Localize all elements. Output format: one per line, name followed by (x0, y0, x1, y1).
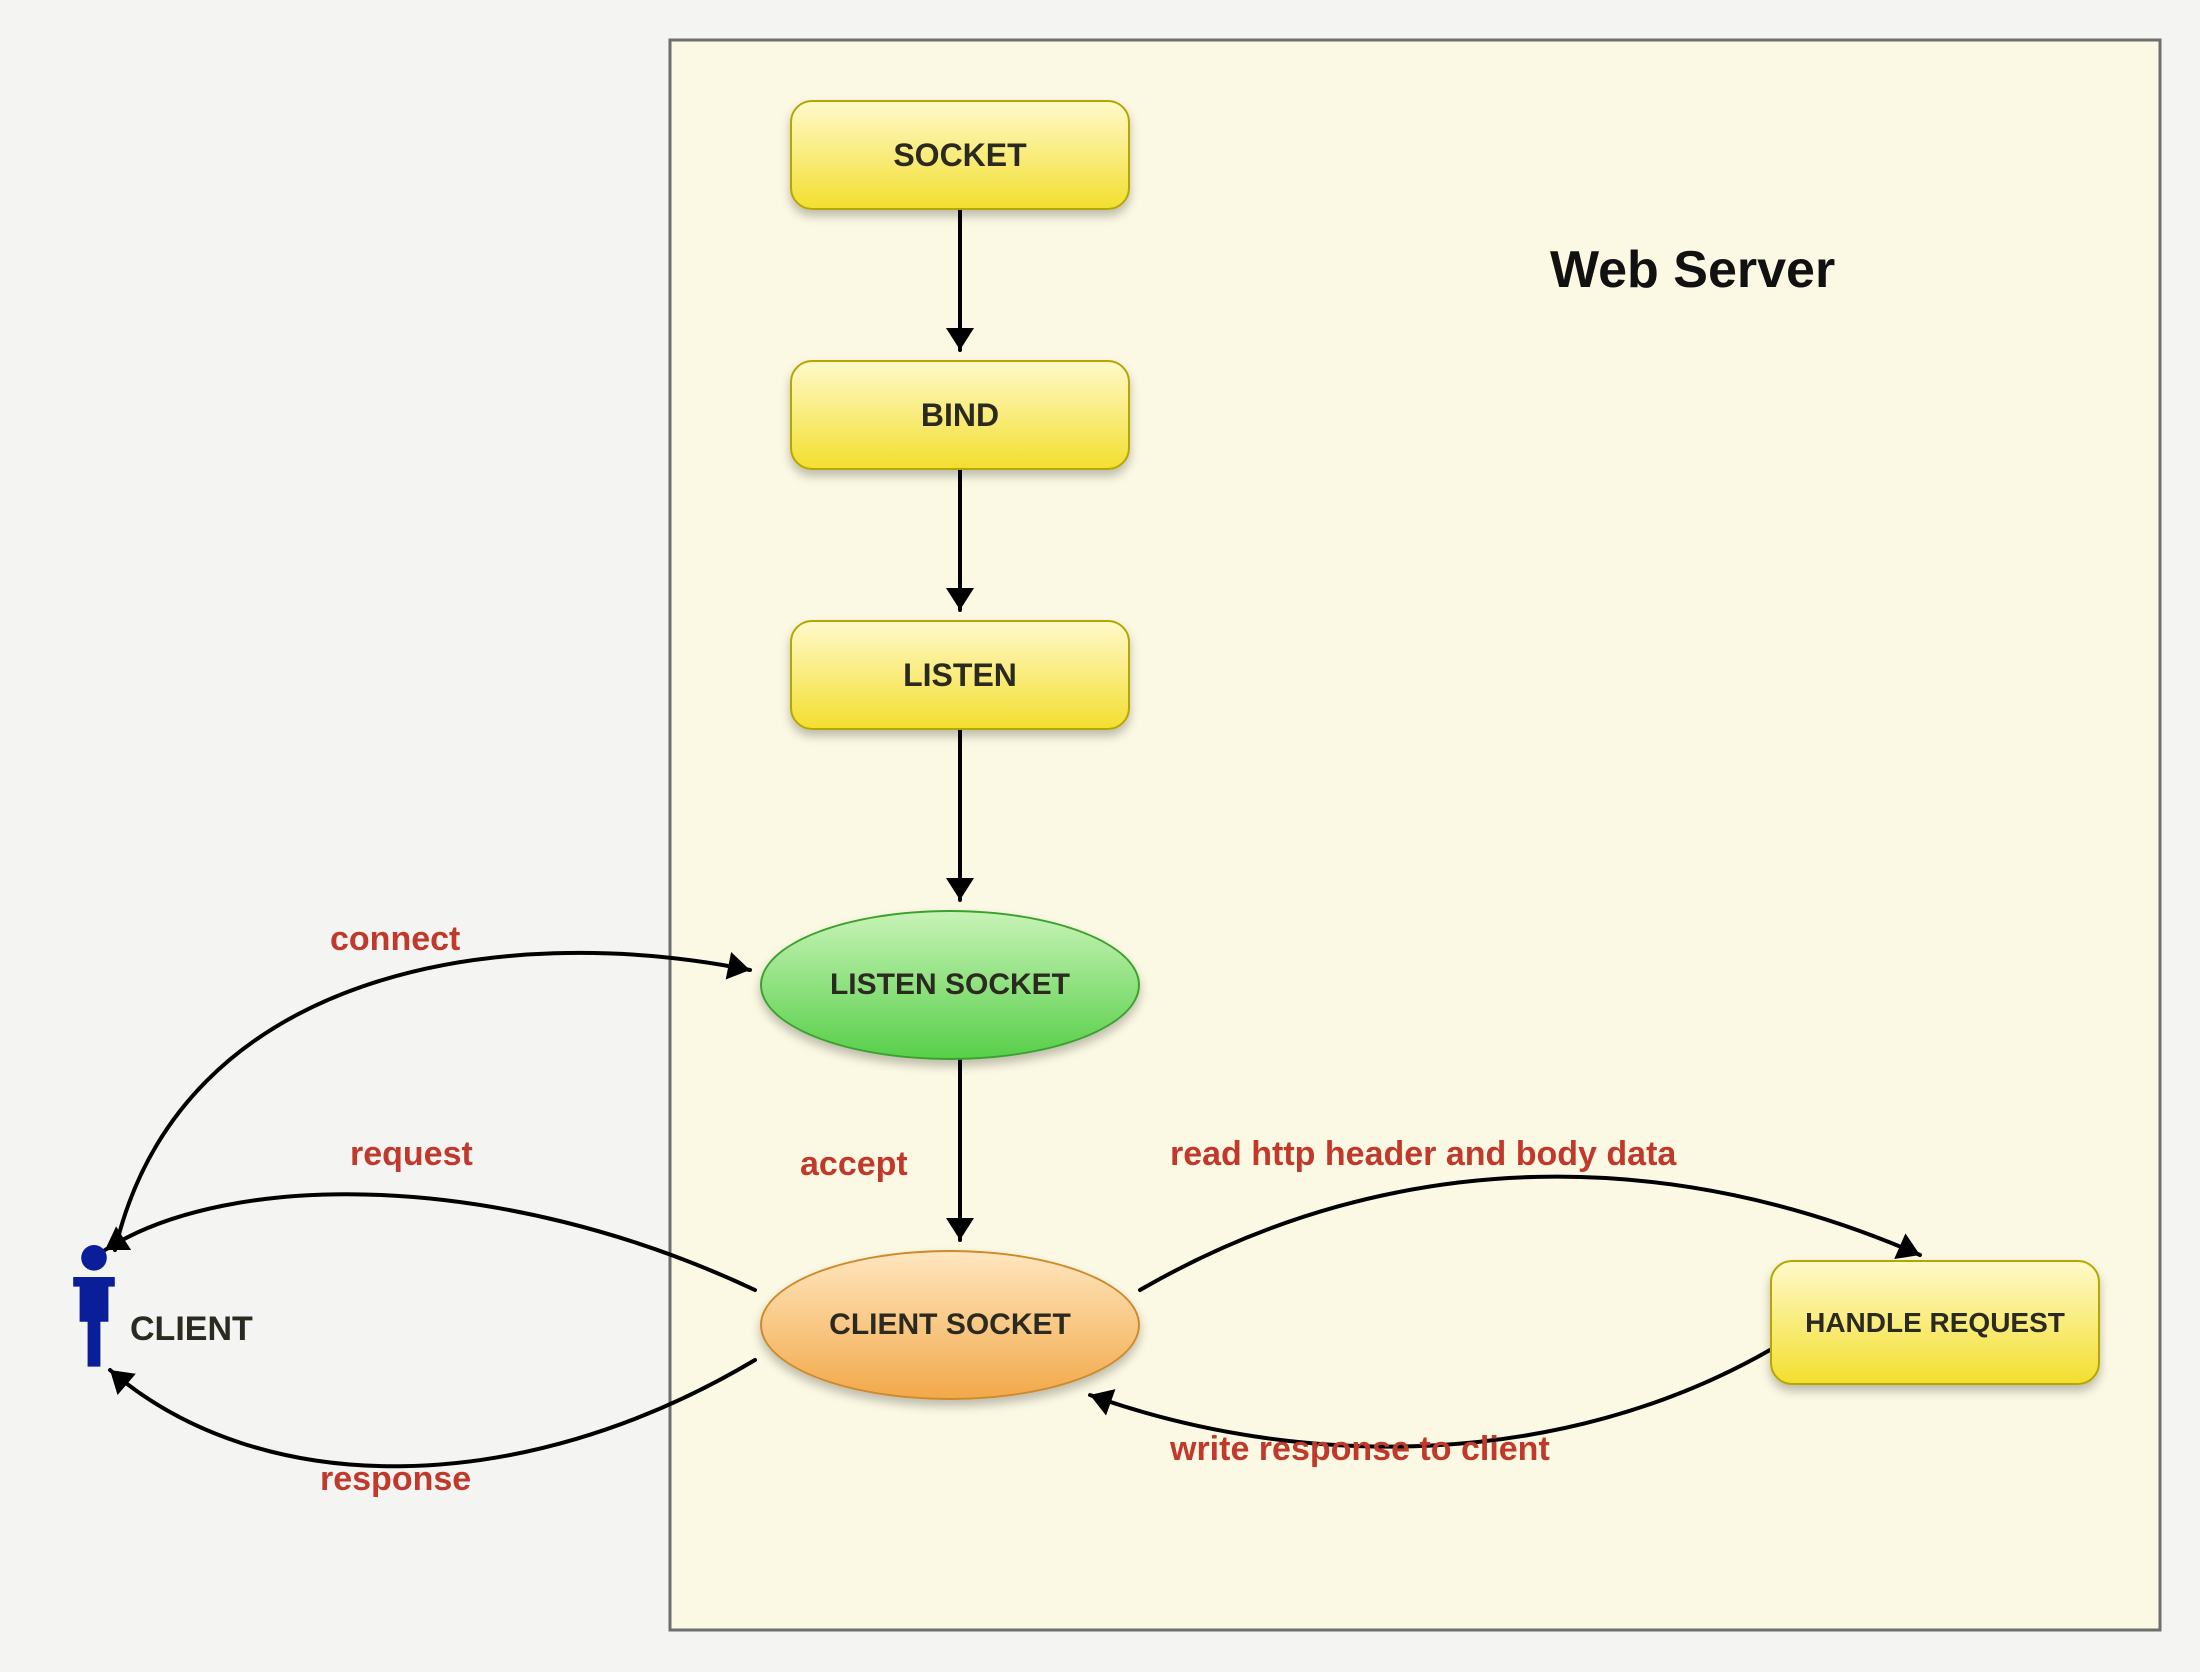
edge-label-connect: connect (330, 920, 460, 959)
node-listen-label: LISTEN (903, 657, 1017, 694)
node-listen: LISTEN (790, 620, 1130, 730)
node-client-socket: CLIENT SOCKET (760, 1250, 1140, 1400)
node-listen-socket-label: LISTEN SOCKET (830, 968, 1070, 1002)
edge-label-write: write response to client (1170, 1430, 1550, 1469)
diagram-stage: Web Server SOCKET BIND LISTEN LISTEN SOC… (0, 0, 2200, 1672)
node-socket: SOCKET (790, 100, 1130, 210)
edge-label-accept: accept (800, 1145, 908, 1184)
node-client-socket-label: CLIENT SOCKET (829, 1308, 1071, 1342)
diagram-svg-layer (0, 0, 2200, 1672)
edge-label-request: request (350, 1135, 473, 1174)
client-label: CLIENT (130, 1310, 253, 1349)
node-socket-label: SOCKET (893, 137, 1026, 174)
edge-label-response: response (320, 1460, 471, 1499)
edge-label-read: read http header and body data (1170, 1135, 1676, 1174)
container-title: Web Server (1550, 240, 1835, 300)
node-listen-socket: LISTEN SOCKET (760, 910, 1140, 1060)
node-handle-request: HANDLE REQUEST (1770, 1260, 2100, 1385)
node-bind: BIND (790, 360, 1130, 470)
node-bind-label: BIND (921, 397, 999, 434)
node-handle-request-label: HANDLE REQUEST (1805, 1307, 2065, 1339)
